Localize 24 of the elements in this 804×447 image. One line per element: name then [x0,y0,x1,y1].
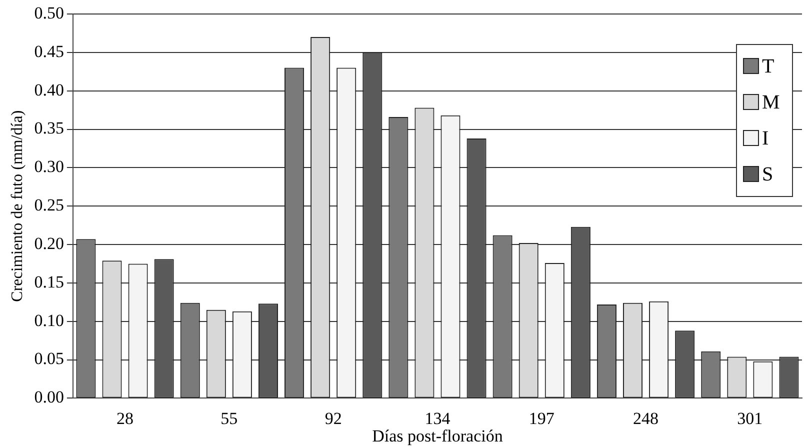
legend-label: M [762,91,780,114]
x-tick-label: 92 [324,408,342,428]
y-tick-label: 0.45 [34,42,64,61]
legend-label: S [762,163,774,186]
y-tick-label: 0.30 [34,157,64,176]
x-tick-label: 28 [116,408,134,428]
y-tick-label: 0.25 [34,196,64,215]
y-tick-label: 0.15 [34,272,64,292]
x-tick-label: 248 [633,408,659,428]
y-tick-label: 0.10 [34,310,64,330]
y-tick-label: 0.35 [34,118,64,138]
legend-label: T [762,55,774,78]
x-tick-label: 55 [220,408,238,428]
x-tick-label: 197 [528,408,555,428]
y-tick-label: 0.00 [34,388,64,407]
y-tick-label: 0.20 [34,234,64,253]
y-tick-label: 0.40 [34,80,64,100]
y-axis-title: Crecimiento de futo (mm/día) [8,110,26,302]
legend-label: I [762,127,769,150]
x-tick-label: 134 [424,408,451,428]
y-tick-label: 0.50 [34,3,64,22]
x-axis-title: Días post-floración [372,426,504,446]
y-tick-label: 0.05 [34,349,64,368]
x-tick-label: 301 [737,408,763,428]
